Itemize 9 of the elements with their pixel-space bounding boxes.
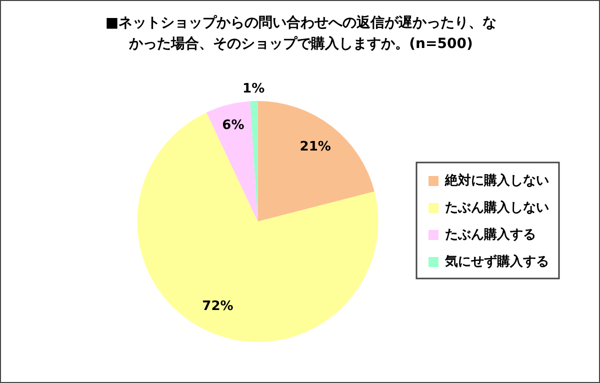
legend-label: たぶん購入しない	[445, 199, 549, 216]
legend-label: 絶対に購入しない	[444, 172, 549, 188]
legend-label: 気にせず購入する	[444, 253, 549, 270]
legend-label: たぶん購入する	[445, 226, 536, 242]
data-label: 1%	[242, 81, 265, 96]
data-label: 21%	[300, 140, 331, 155]
data-label: 72%	[202, 298, 234, 314]
chart-title: ■ネットショップからの問い合わせへの返信が遅かったり、なかった場合、そのショップで購入しますか。(n=500)	[105, 14, 497, 54]
data-label: 6%	[222, 118, 244, 134]
